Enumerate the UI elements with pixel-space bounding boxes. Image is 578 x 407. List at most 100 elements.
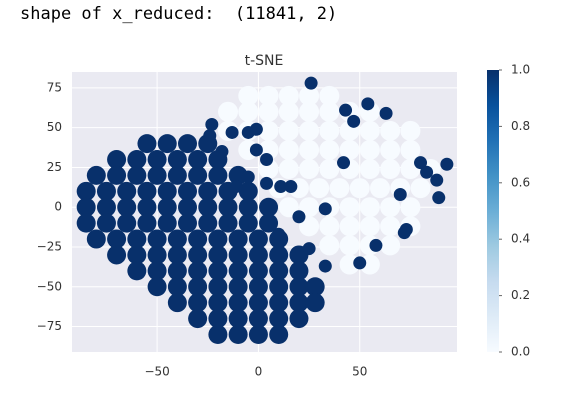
point xyxy=(188,293,208,313)
point xyxy=(440,157,454,171)
point xyxy=(339,103,353,117)
point xyxy=(147,165,167,185)
point xyxy=(299,197,320,218)
point xyxy=(339,197,360,218)
colorbar-tick-label: 0.6 xyxy=(511,175,530,189)
point xyxy=(359,159,380,180)
point xyxy=(208,165,228,185)
point xyxy=(178,213,197,233)
point xyxy=(157,181,177,201)
point xyxy=(272,227,286,241)
point xyxy=(309,178,330,199)
point xyxy=(248,229,268,249)
x-tick-label: 50 xyxy=(352,365,367,379)
point xyxy=(137,134,157,154)
point xyxy=(198,213,218,233)
point xyxy=(318,202,332,216)
point xyxy=(147,229,167,249)
point xyxy=(269,293,289,313)
point xyxy=(208,293,228,313)
point xyxy=(400,197,421,218)
point xyxy=(319,101,340,122)
point xyxy=(318,259,332,273)
point xyxy=(359,216,380,237)
point xyxy=(127,261,147,281)
point xyxy=(361,97,375,111)
point xyxy=(400,139,421,160)
y-tick-label: 75 xyxy=(47,80,62,94)
point xyxy=(248,245,268,265)
point xyxy=(249,122,263,136)
y-tick-label: −50 xyxy=(37,279,62,293)
y-tick-label: 50 xyxy=(47,120,62,134)
point xyxy=(299,85,320,106)
point xyxy=(284,180,298,194)
point xyxy=(228,293,248,313)
point xyxy=(329,178,350,199)
point xyxy=(289,277,309,297)
point xyxy=(198,197,218,217)
point xyxy=(258,120,279,141)
point xyxy=(167,229,187,249)
point xyxy=(137,181,157,201)
point xyxy=(127,150,147,169)
point xyxy=(137,213,157,233)
point xyxy=(96,213,116,233)
point xyxy=(188,277,208,297)
point xyxy=(359,120,380,141)
point xyxy=(178,181,197,201)
point xyxy=(137,197,157,217)
point xyxy=(238,197,258,217)
point xyxy=(319,159,340,180)
point xyxy=(319,235,340,256)
point xyxy=(76,181,96,201)
point xyxy=(188,309,208,329)
point xyxy=(248,309,268,329)
point xyxy=(359,139,380,160)
point xyxy=(228,229,248,249)
point xyxy=(96,181,116,201)
y-tick-label: 0 xyxy=(54,200,62,214)
point xyxy=(248,261,268,281)
point xyxy=(208,325,228,344)
point xyxy=(319,139,340,160)
point xyxy=(260,176,274,190)
point xyxy=(117,181,137,201)
point xyxy=(157,134,177,154)
point xyxy=(205,118,219,131)
colorbar-tick-label: 1.0 xyxy=(511,63,530,77)
point xyxy=(218,213,238,233)
point xyxy=(238,85,259,106)
point xyxy=(127,229,147,249)
point xyxy=(299,101,320,122)
point xyxy=(178,134,197,154)
point xyxy=(393,188,407,201)
colorbar-tick-label: 0.4 xyxy=(511,232,530,246)
point xyxy=(249,143,263,157)
point xyxy=(167,165,187,185)
point xyxy=(117,213,137,233)
point xyxy=(379,106,393,120)
point xyxy=(349,178,370,199)
point xyxy=(380,235,401,256)
point xyxy=(278,85,299,106)
point xyxy=(353,256,367,270)
y-tick-label: −25 xyxy=(37,240,62,254)
point xyxy=(410,178,431,199)
point xyxy=(319,85,340,106)
point xyxy=(228,325,248,344)
point xyxy=(238,101,259,122)
point xyxy=(278,197,299,218)
point xyxy=(305,277,325,297)
point xyxy=(208,229,228,249)
point xyxy=(259,197,279,217)
point xyxy=(278,120,299,141)
point xyxy=(432,191,446,205)
chart-title: t-SNE xyxy=(245,53,284,69)
point xyxy=(339,216,360,237)
cell-output: shape of x_reduced: (11841, 2) xyxy=(20,4,338,24)
point xyxy=(299,120,320,141)
point xyxy=(260,153,274,166)
point xyxy=(208,261,228,281)
